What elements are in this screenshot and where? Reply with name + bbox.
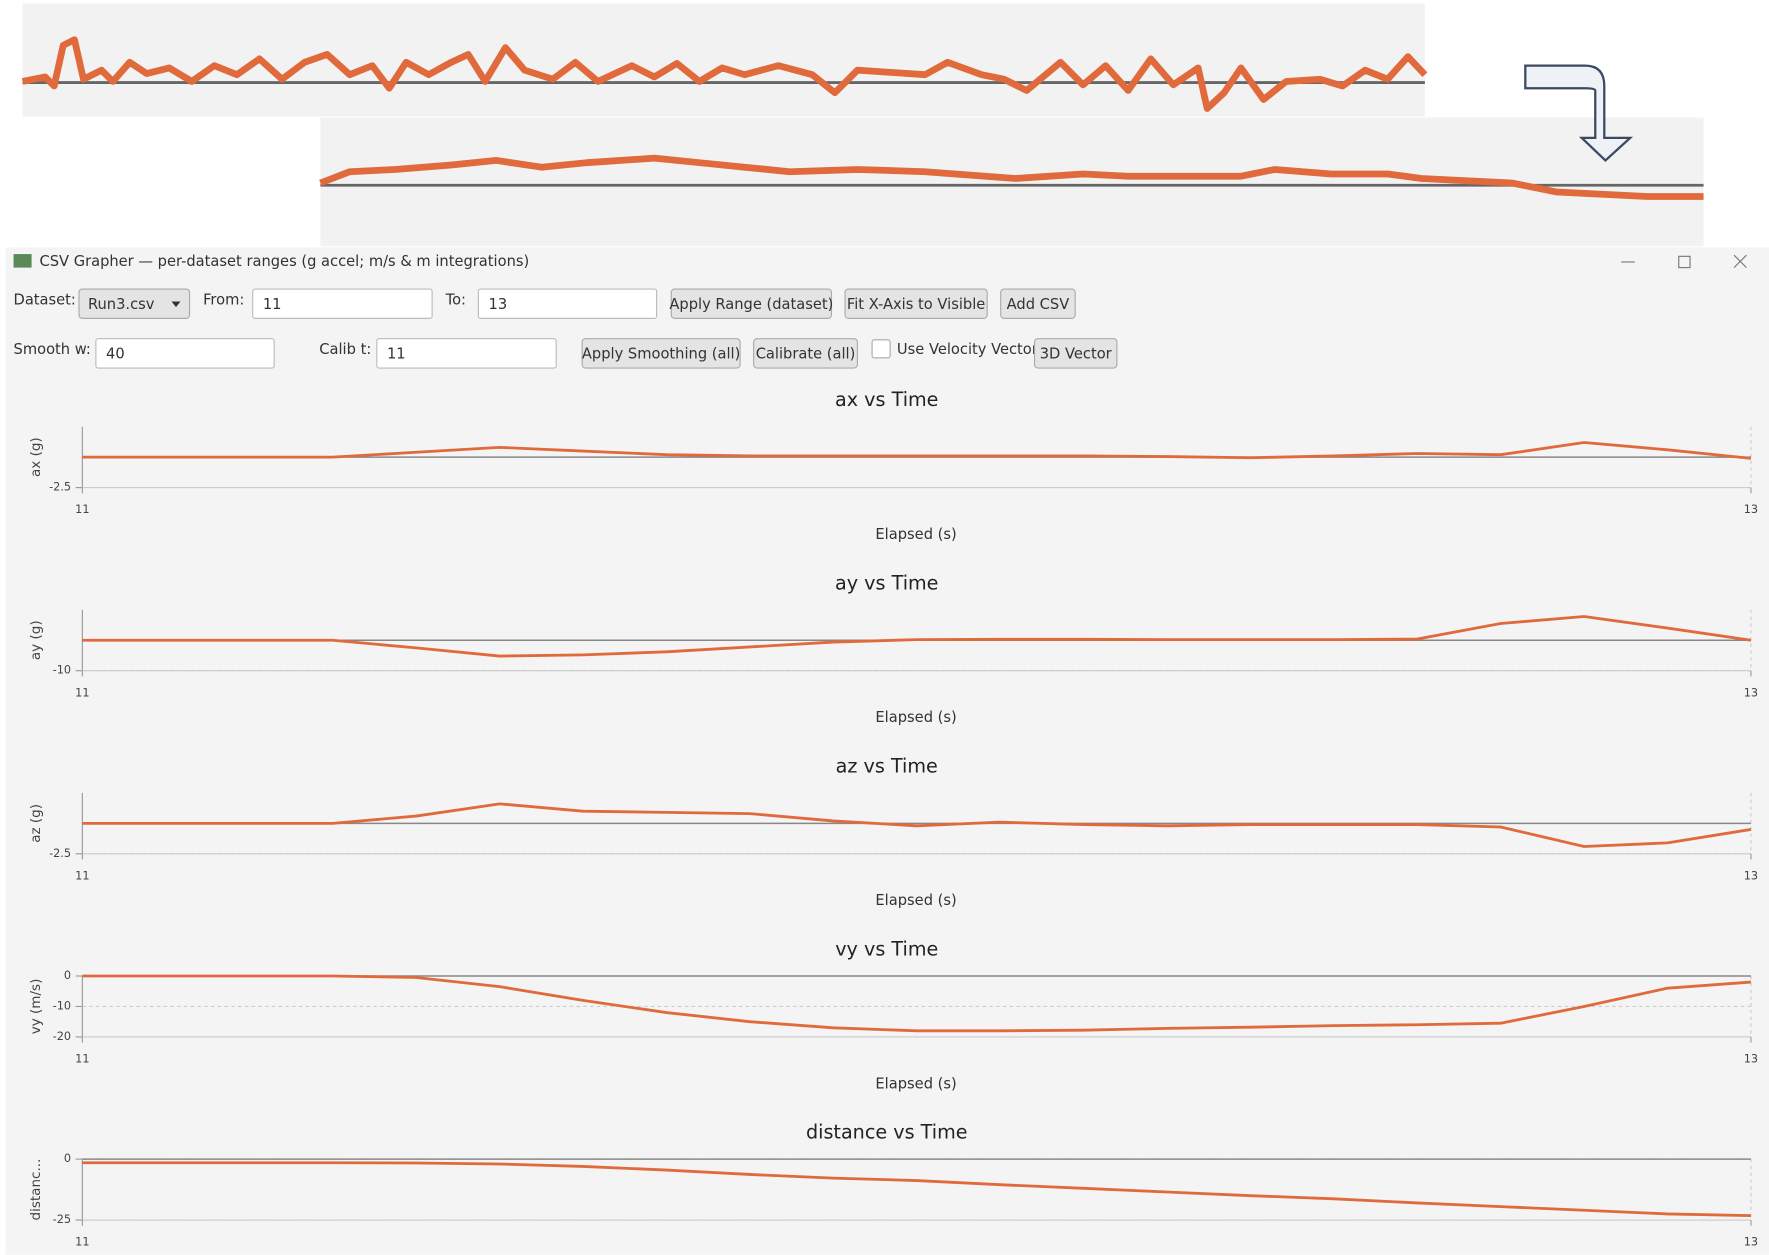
button-label: Calibrate (all) bbox=[756, 345, 856, 362]
x-tick-label: 11 bbox=[75, 503, 89, 516]
y-axis-label: distanc... bbox=[28, 1159, 44, 1221]
combo-text: Run3.csv bbox=[88, 296, 155, 313]
y-tick-label: -2.5 bbox=[49, 481, 71, 494]
chart-title: ay vs Time bbox=[835, 571, 938, 594]
button-label: 3D Vector bbox=[1040, 345, 1113, 362]
combo-arrow bbox=[171, 301, 181, 308]
x-tick-label: 11 bbox=[75, 869, 89, 882]
label: To: bbox=[445, 291, 466, 308]
button[interactable] bbox=[581, 338, 741, 369]
label: From: bbox=[203, 291, 244, 308]
x-tick-label: 11 bbox=[75, 686, 89, 699]
x-axis-label: Elapsed (s) bbox=[875, 892, 956, 909]
smooth-input[interactable] bbox=[95, 338, 275, 369]
data-line bbox=[82, 615, 1752, 658]
button[interactable] bbox=[670, 288, 833, 319]
checkbox[interactable] bbox=[871, 339, 891, 359]
data-line bbox=[82, 441, 1752, 460]
label: Use Velocity Vector bbox=[897, 341, 1039, 358]
chart-title: distance vs Time bbox=[806, 1121, 968, 1144]
x-tick-label: 13 bbox=[1744, 1052, 1758, 1065]
from-input-text: 11 bbox=[263, 296, 282, 313]
data-line bbox=[82, 802, 1752, 848]
button-label: Apply Range (dataset) bbox=[669, 296, 833, 313]
button-label: Apply Smoothing (all) bbox=[582, 345, 740, 362]
zoom-line bbox=[319, 154, 1704, 200]
smooth-input-text: 40 bbox=[106, 345, 125, 362]
y-tick-label: -25 bbox=[53, 1213, 71, 1226]
button-label: Add CSV bbox=[1007, 296, 1070, 313]
chart-title: ax vs Time bbox=[835, 388, 938, 411]
label: Dataset: bbox=[14, 291, 76, 308]
button-label: Fit X-Axis to Visible bbox=[847, 296, 985, 313]
y-tick-label: 0 bbox=[64, 969, 71, 982]
y-tick-label: -2.5 bbox=[49, 847, 71, 860]
x-axis-label: Elapsed (s) bbox=[875, 526, 956, 543]
chart-title: vy vs Time bbox=[835, 938, 938, 961]
data-line bbox=[82, 1161, 1751, 1218]
close-button[interactable] bbox=[1733, 254, 1747, 269]
from-input[interactable] bbox=[252, 288, 433, 319]
button[interactable] bbox=[753, 338, 858, 369]
app-icon bbox=[13, 254, 32, 268]
chart-title: az vs Time bbox=[836, 754, 938, 777]
button[interactable] bbox=[844, 288, 988, 319]
window-title: CSV Grapher — per-dataset ranges (g acce… bbox=[39, 253, 529, 270]
x-tick-label: 13 bbox=[1744, 1236, 1758, 1249]
x-axis-label: Elapsed (s) bbox=[875, 1075, 956, 1092]
data-line bbox=[82, 974, 1752, 1033]
to-input-text: 13 bbox=[489, 296, 508, 313]
x-tick-label: 11 bbox=[75, 1236, 89, 1249]
x-tick-label: 13 bbox=[1744, 503, 1758, 516]
calib-input-text: 11 bbox=[387, 345, 406, 362]
x-axis-label: Elapsed (s) bbox=[875, 709, 956, 726]
zoom-line bbox=[21, 36, 1428, 112]
calib-input[interactable] bbox=[376, 338, 557, 369]
button[interactable] bbox=[1033, 338, 1118, 369]
arrow-icon bbox=[1524, 64, 1634, 162]
label: Smooth w: bbox=[14, 341, 91, 358]
button[interactable] bbox=[1000, 288, 1076, 319]
x-tick-label: 13 bbox=[1744, 869, 1758, 882]
dataset-combo[interactable] bbox=[78, 288, 191, 319]
y-axis-label: az (g) bbox=[28, 804, 44, 843]
y-tick-label: 0 bbox=[64, 1152, 71, 1165]
y-tick-label: -10 bbox=[53, 664, 71, 677]
y-tick-label: -20 bbox=[53, 1030, 71, 1043]
y-axis-label: ax (g) bbox=[28, 437, 44, 477]
y-tick-label: -10 bbox=[53, 999, 71, 1012]
to-input[interactable] bbox=[477, 288, 658, 319]
label: Calib t: bbox=[319, 341, 371, 358]
window bbox=[5, 247, 1769, 1255]
maximize-button[interactable] bbox=[1678, 255, 1691, 269]
y-axis-label: ay (g) bbox=[28, 620, 44, 660]
x-tick-label: 11 bbox=[75, 1052, 89, 1065]
y-axis-label: vy (m/s) bbox=[28, 979, 44, 1035]
x-tick-label: 13 bbox=[1744, 686, 1758, 699]
